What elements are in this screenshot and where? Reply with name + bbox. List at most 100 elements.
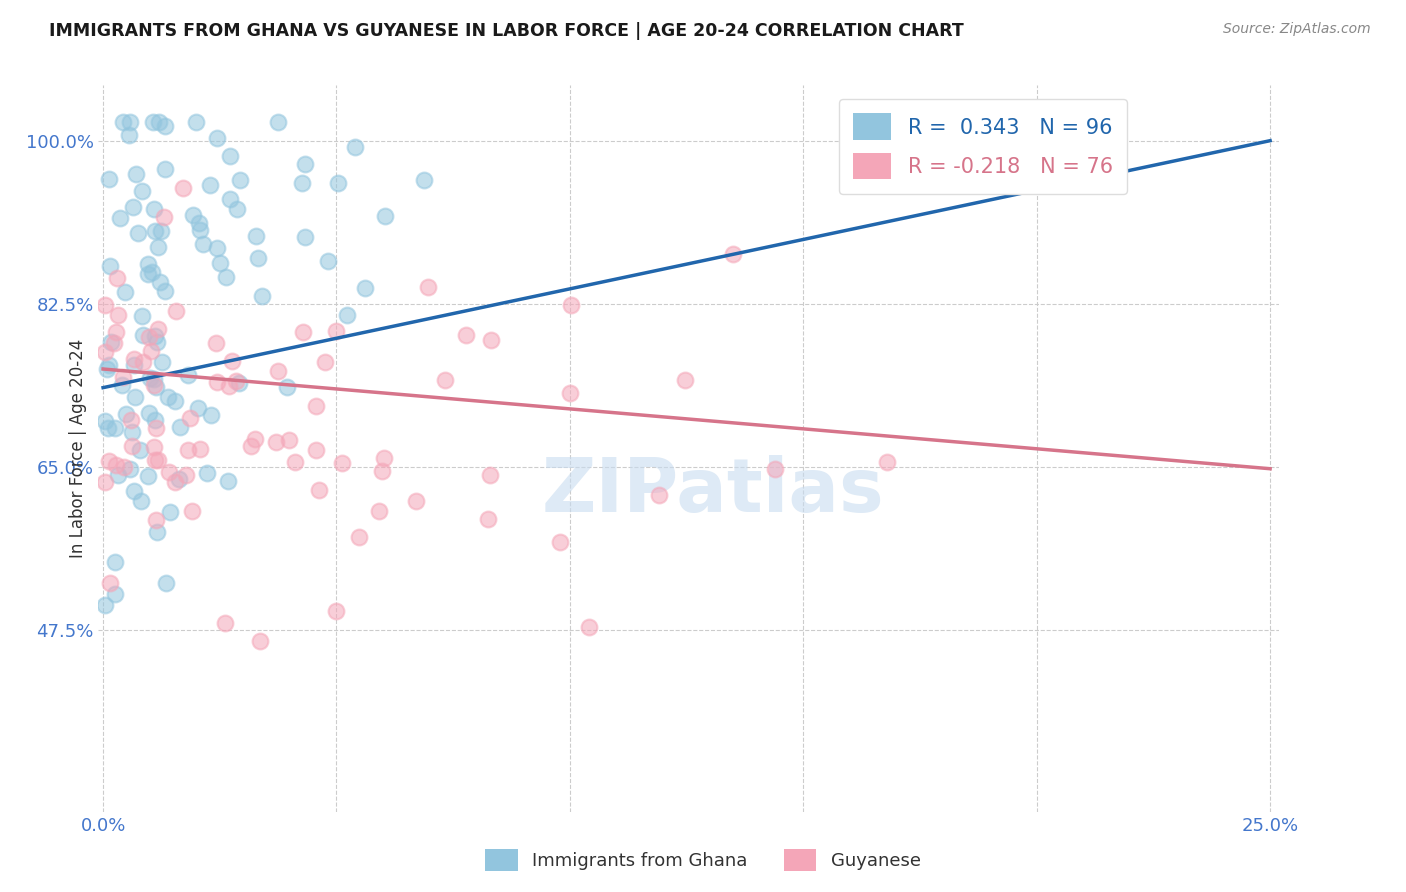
Point xyxy=(308,483,330,497)
Point xyxy=(118,128,141,142)
Point xyxy=(157,465,180,479)
Point xyxy=(250,288,273,302)
Point xyxy=(284,455,307,469)
Point xyxy=(560,298,582,312)
Point xyxy=(107,308,129,322)
Point xyxy=(266,435,288,450)
Point xyxy=(225,374,247,388)
Point xyxy=(125,168,148,182)
Point xyxy=(139,344,162,359)
Point xyxy=(94,414,117,428)
Point xyxy=(219,149,242,163)
Point xyxy=(120,413,142,427)
Point xyxy=(176,368,198,383)
Point xyxy=(276,379,298,393)
Point xyxy=(153,161,176,176)
Point xyxy=(145,513,167,527)
Point xyxy=(433,373,456,387)
Point xyxy=(456,328,478,343)
Point xyxy=(373,451,395,466)
Point xyxy=(325,604,347,618)
Point xyxy=(214,616,236,631)
Point xyxy=(479,333,502,347)
Point xyxy=(673,373,696,387)
Point xyxy=(172,181,194,195)
Point xyxy=(112,460,135,475)
Point xyxy=(184,115,207,129)
Point xyxy=(721,247,744,261)
Point xyxy=(146,525,169,540)
Point xyxy=(155,284,177,298)
Point xyxy=(163,393,186,408)
Point xyxy=(245,229,267,244)
Point xyxy=(143,413,166,427)
Point xyxy=(177,443,200,458)
Point xyxy=(94,345,117,359)
Point xyxy=(107,467,129,482)
Point xyxy=(163,475,186,490)
Point xyxy=(215,270,238,285)
Point xyxy=(208,256,231,270)
Point xyxy=(228,376,250,390)
Point xyxy=(104,555,127,569)
Point xyxy=(136,469,159,483)
Point xyxy=(98,454,121,468)
Point xyxy=(267,115,290,129)
Point xyxy=(240,439,263,453)
Point xyxy=(146,240,169,254)
Point xyxy=(142,115,165,129)
Legend: Immigrants from Ghana, Guyanese: Immigrants from Ghana, Guyanese xyxy=(478,842,928,879)
Point xyxy=(145,420,167,434)
Point xyxy=(145,453,167,467)
Point xyxy=(104,587,127,601)
Point xyxy=(142,377,165,392)
Point xyxy=(139,371,162,385)
Point xyxy=(149,275,172,289)
Point xyxy=(198,178,221,192)
Point xyxy=(246,251,269,265)
Point xyxy=(548,535,571,549)
Point xyxy=(131,184,153,198)
Point xyxy=(122,358,145,372)
Point xyxy=(344,140,367,154)
Point xyxy=(131,310,153,324)
Point xyxy=(249,633,271,648)
Point xyxy=(111,369,134,384)
Point xyxy=(105,458,128,472)
Point xyxy=(648,488,671,502)
Point xyxy=(169,419,191,434)
Point xyxy=(221,354,243,368)
Point xyxy=(94,599,117,613)
Point xyxy=(142,202,165,216)
Point xyxy=(122,200,145,214)
Point xyxy=(336,308,359,322)
Point xyxy=(243,432,266,446)
Point xyxy=(132,327,155,342)
Point xyxy=(136,267,159,281)
Point xyxy=(305,399,328,413)
Point xyxy=(167,472,190,486)
Point xyxy=(159,504,181,518)
Point xyxy=(193,237,215,252)
Point xyxy=(325,324,347,338)
Point xyxy=(371,464,394,478)
Point xyxy=(122,483,145,498)
Point xyxy=(578,620,600,634)
Point xyxy=(174,468,197,483)
Point xyxy=(200,408,222,422)
Point xyxy=(157,390,180,404)
Point xyxy=(316,254,339,268)
Legend: R =  0.343   N = 96, R = -0.218   N = 76: R = 0.343 N = 96, R = -0.218 N = 76 xyxy=(839,99,1128,194)
Text: IMMIGRANTS FROM GHANA VS GUYANESE IN LABOR FORCE | AGE 20-24 CORRELATION CHART: IMMIGRANTS FROM GHANA VS GUYANESE IN LAB… xyxy=(49,22,965,40)
Point xyxy=(150,355,173,369)
Point xyxy=(291,325,314,339)
Point xyxy=(368,504,391,518)
Point xyxy=(94,298,117,312)
Point xyxy=(98,259,121,273)
Y-axis label: In Labor Force | Age 20-24: In Labor Force | Age 20-24 xyxy=(69,339,87,558)
Point xyxy=(291,176,314,190)
Point xyxy=(229,173,252,187)
Point xyxy=(205,241,228,255)
Point xyxy=(477,512,499,526)
Point xyxy=(143,329,166,343)
